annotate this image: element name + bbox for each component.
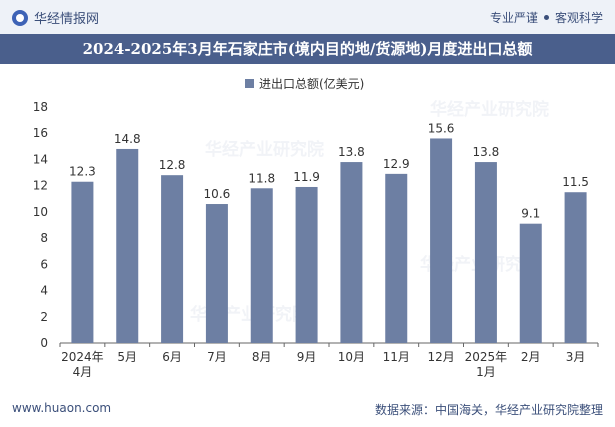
- data-label-6: 13.8: [338, 145, 365, 159]
- bar-10: [519, 223, 542, 343]
- bar-1: [116, 148, 139, 343]
- data-label-10: 9.1: [521, 207, 540, 221]
- x-tick-label-line: 10月: [338, 350, 365, 364]
- footer-source: 数据来源：中国海关，华经产业研究院整理: [374, 403, 603, 417]
- x-tick-label-line: 7月: [207, 350, 227, 364]
- y-tick-label-7: 14: [33, 152, 48, 166]
- x-tick-label-line: 8月: [252, 350, 272, 364]
- x-tick-label-line: 2025年: [465, 350, 508, 364]
- y-tick-label-4: 8: [40, 231, 48, 245]
- chart-title: 2024-2025年3月年石家庄市(境内目的地/货源地)月度进出口总额: [82, 40, 533, 58]
- x-tick-label-line: 2月: [521, 350, 541, 364]
- y-tick-label-0: 0: [40, 336, 48, 350]
- bar-5: [295, 186, 318, 343]
- tagline-right: 客观科学: [554, 11, 603, 25]
- x-tick-label-4: 8月: [252, 350, 272, 364]
- y-tick-label-8: 16: [33, 126, 48, 140]
- y-tick-label-6: 12: [33, 179, 48, 193]
- x-tick-label-5: 9月: [297, 350, 317, 364]
- bar-2: [161, 175, 184, 343]
- x-tick-label-line: 2024年: [61, 350, 104, 364]
- y-tick-label-2: 4: [40, 284, 48, 298]
- bullet-dot-icon: [543, 15, 549, 20]
- bar-0: [71, 181, 94, 343]
- data-label-1: 14.8: [114, 132, 141, 146]
- y-tick-label-9: 18: [33, 100, 48, 114]
- y-tick-label-1: 2: [40, 310, 48, 324]
- bar-6: [340, 162, 363, 343]
- bar-9: [474, 162, 497, 343]
- data-label-3: 10.6: [204, 187, 231, 201]
- bar-11: [564, 192, 587, 343]
- x-tick-label-line: 3月: [566, 350, 586, 364]
- bar-7: [385, 173, 408, 343]
- x-tick-label-11: 3月: [566, 350, 586, 364]
- tagline-left: 专业严谨: [489, 11, 538, 25]
- title-bar: 2024-2025年3月年石家庄市(境内目的地/货源地)月度进出口总额: [0, 34, 615, 64]
- footer-website[interactable]: www.huaon.com: [12, 401, 112, 415]
- legend-swatch: [245, 79, 254, 88]
- x-tick-label-0: 2024年 4月: [61, 350, 104, 379]
- legend-label: 进出口总额(亿美元): [259, 77, 365, 91]
- x-tick-label-line: 12月: [427, 350, 454, 364]
- top-bar: 华经情报网 专业严谨 客观科学: [0, 0, 615, 34]
- x-tick-label-line: 11月: [383, 350, 410, 364]
- bar-8: [430, 138, 453, 343]
- x-tick-label-8: 12月: [427, 350, 454, 364]
- data-label-5: 11.9: [293, 170, 320, 184]
- x-tick-label-line: 4月: [73, 365, 93, 379]
- x-tick-label-line: 1月: [476, 365, 496, 379]
- data-label-2: 12.8: [159, 158, 186, 172]
- x-tick-label-2: 6月: [162, 350, 182, 364]
- x-tick-label-line: 9月: [297, 350, 317, 364]
- x-tick-label-6: 10月: [338, 350, 365, 364]
- brand-logo-icon: [12, 9, 28, 26]
- x-tick-label-3: 7月: [207, 350, 227, 364]
- x-tick-label-line: 6月: [162, 350, 182, 364]
- brand-name: 华经情报网: [34, 12, 100, 27]
- brand: 华经情报网: [12, 8, 99, 27]
- data-label-9: 13.8: [473, 145, 500, 159]
- data-label-8: 15.6: [428, 121, 455, 135]
- x-tick-label-7: 11月: [383, 350, 410, 364]
- x-tick-label-9: 2025年 1月: [465, 350, 508, 379]
- data-label-4: 11.8: [248, 171, 275, 185]
- x-tick-label-1: 5月: [117, 350, 137, 364]
- data-label-0: 12.3: [69, 165, 96, 179]
- y-tick-label-5: 10: [33, 205, 48, 219]
- data-label-11: 11.5: [562, 175, 589, 189]
- y-tick-label-3: 6: [40, 257, 48, 271]
- x-tick-label-line: 5月: [117, 350, 137, 364]
- bar-4: [250, 188, 273, 343]
- tagline: 专业严谨 客观科学: [490, 9, 603, 26]
- x-tick-label-10: 2月: [521, 350, 541, 364]
- data-label-7: 12.9: [383, 157, 410, 171]
- legend: 进出口总额(亿美元): [245, 75, 364, 92]
- bar-3: [205, 204, 228, 343]
